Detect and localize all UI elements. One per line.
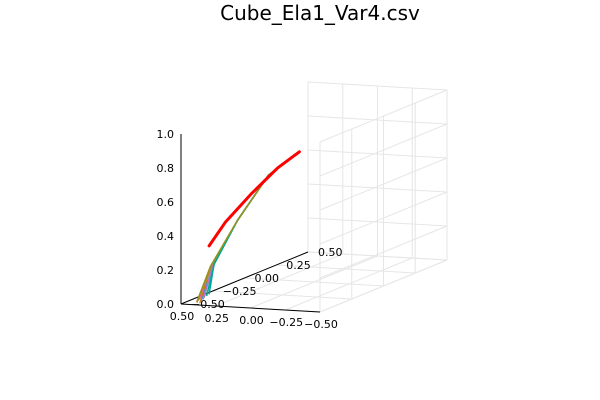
back-wall-gridline-z <box>307 81 448 91</box>
side-wall-gridline-z <box>319 89 448 143</box>
back-wall-gridline-z <box>307 115 448 125</box>
back-wall-gridline-z <box>307 251 448 261</box>
z-tick-label: 1.0 <box>157 128 175 141</box>
y-tick-label: 0.25 <box>286 259 311 272</box>
x-tick-label: −0.50 <box>304 318 338 331</box>
chart-title: Cube_Ela1_Var4.csv <box>220 1 420 25</box>
series-line-9 <box>206 151 301 297</box>
back-wall-gridline-z <box>307 149 448 159</box>
y-tick-label: 0.50 <box>318 246 343 259</box>
z-tick-label: 0.8 <box>157 162 175 175</box>
series-line-4 <box>202 151 301 300</box>
side-wall-gridline-z <box>319 225 448 279</box>
back-wall-gridline-z <box>307 183 448 193</box>
y-tick-label: −0.50 <box>191 298 225 311</box>
x-tick-label: −0.25 <box>269 316 303 329</box>
floor-gridline-y <box>244 277 384 287</box>
floor-gridline-y <box>276 264 416 274</box>
z-tick-label: 0.0 <box>157 298 175 311</box>
y-tick-label: −0.25 <box>223 285 257 298</box>
x-tick-label: 0.00 <box>239 314 264 327</box>
x-tick-label: 0.50 <box>170 310 195 323</box>
side-wall-gridline-z <box>319 157 448 211</box>
side-wall-gridline-z <box>319 123 448 177</box>
z-tick-label: 0.4 <box>157 230 175 243</box>
series-line-5 <box>196 151 301 303</box>
y-tick-label: 0.00 <box>255 272 280 285</box>
x-tick-label: 0.25 <box>205 312 230 325</box>
side-wall-gridline-z <box>319 191 448 245</box>
z-tick-label: 0.2 <box>157 264 175 277</box>
series-line-11 <box>207 150 301 248</box>
x-axis-line <box>180 303 321 313</box>
floor-gridline-y <box>212 290 352 300</box>
back-wall-gridline-z <box>307 217 448 227</box>
series-line-7 <box>198 151 301 300</box>
z-tick-label: 0.6 <box>157 196 175 209</box>
side-wall-gridline-z <box>319 259 448 313</box>
